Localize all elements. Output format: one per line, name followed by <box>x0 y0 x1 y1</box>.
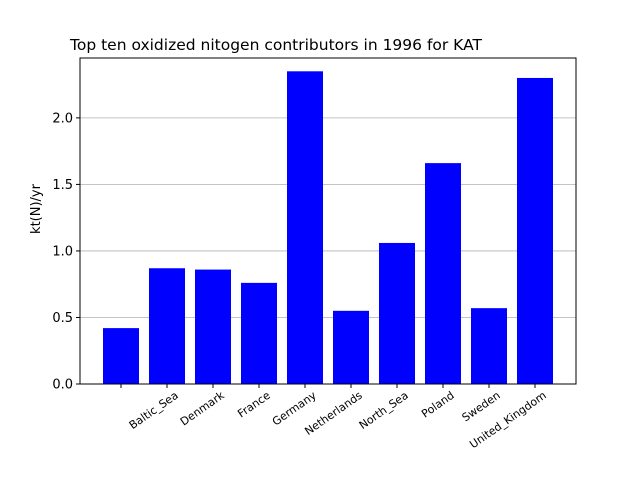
y-tick-label: 1.0 <box>52 244 73 259</box>
x-tick-label: Denmark <box>178 388 227 428</box>
y-tick-label: 0.5 <box>52 311 73 326</box>
bar <box>471 308 507 384</box>
chart-title: Top ten oxidized nitogen contributors in… <box>69 36 482 54</box>
x-tick-label: United_Kingdom <box>467 389 548 451</box>
y-tick-label: 0.0 <box>52 378 73 393</box>
bar <box>241 282 277 384</box>
bar <box>425 163 461 384</box>
y-tick-label: 1.5 <box>52 178 73 193</box>
bars <box>103 71 553 385</box>
bar <box>287 71 323 384</box>
x-tick-label: Sweden <box>460 389 503 425</box>
bar <box>149 268 185 384</box>
bar <box>103 328 139 384</box>
plot-frame <box>79 57 577 385</box>
x-tick-label: France <box>235 389 273 421</box>
x-tick-label: Poland <box>419 389 457 421</box>
y-axis-label: kt(N)/yr <box>29 183 44 234</box>
x-tick-label: Baltic_Sea <box>127 389 181 432</box>
x-tick-label: North_Sea <box>357 389 411 432</box>
y-tick-label: 2.0 <box>52 111 73 126</box>
bar <box>379 242 415 384</box>
bar <box>517 77 553 385</box>
bar <box>195 269 231 384</box>
bar <box>333 310 369 384</box>
y-axis: 0.0 0.5 1.0 1.5 2.0 <box>52 111 80 393</box>
